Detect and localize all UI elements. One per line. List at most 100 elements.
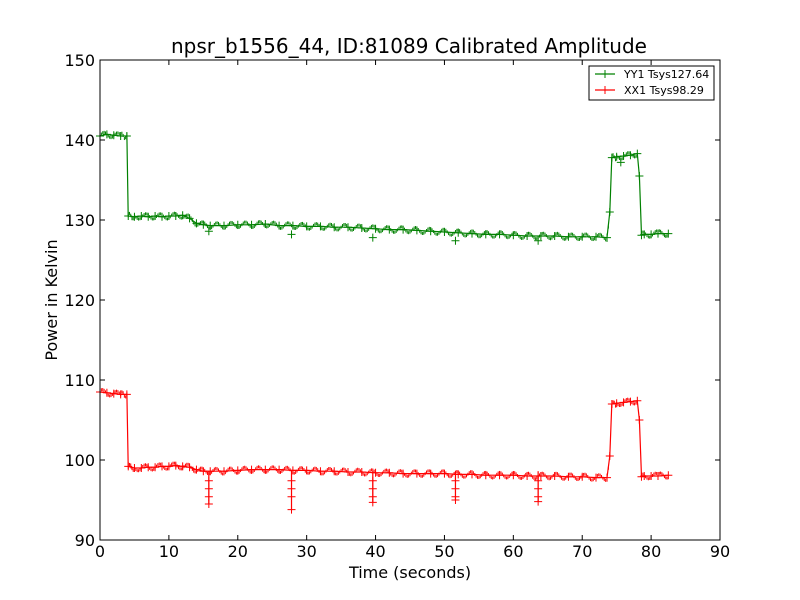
data-point-marker (102, 388, 111, 397)
data-point-marker (640, 472, 649, 480)
data-point-marker (426, 227, 435, 236)
data-point-marker (247, 465, 256, 474)
data-point-marker (626, 397, 635, 406)
green-spikes (204, 158, 625, 245)
y-tick-label: 130 (64, 211, 95, 230)
plot-area: 0 10 20 30 40 50 60 70 80 90 90 100 110 120 130 140 150 (64, 51, 730, 561)
data-point-marker (344, 223, 352, 232)
data-point-marker (607, 153, 616, 162)
data-point-marker (330, 223, 339, 232)
series-0 (96, 130, 673, 242)
spike-marker (287, 505, 296, 514)
data-point-marker (109, 389, 118, 398)
legend-marker (601, 70, 609, 78)
data-point-marker (550, 232, 559, 240)
legend-marker (601, 86, 609, 94)
data-point-marker (151, 212, 160, 220)
spike-marker (534, 484, 543, 493)
data-point-marker (481, 471, 490, 480)
data-point-marker (564, 232, 573, 241)
legend-box (588, 65, 715, 101)
spike-marker (287, 230, 296, 239)
data-point-marker (206, 467, 215, 476)
data-point-marker (137, 212, 146, 220)
data-point-marker (220, 467, 228, 476)
spike-marker (616, 158, 625, 167)
spike-marker (368, 476, 377, 485)
data-point-marker (635, 172, 644, 180)
data-point-marker (164, 462, 173, 471)
data-point-marker (178, 462, 187, 471)
data-point-marker (316, 467, 325, 476)
data-point-marker (247, 220, 256, 229)
data-point-marker (619, 398, 628, 407)
data-point-marker (509, 231, 518, 240)
legend: YY1 Tsys127.64 XX1 Tsys98.29 (588, 65, 715, 101)
chart-title: npsr_b1556_44, ID:81089 Calibrated Ampli… (171, 34, 647, 58)
y-tick-label: 150 (64, 51, 95, 70)
x-tick-label: 10 (159, 542, 179, 561)
data-point-marker (261, 220, 270, 228)
data-point-marker (344, 468, 352, 476)
data-point-marker (440, 228, 449, 236)
x-tick-label: 70 (572, 542, 592, 561)
data-point-marker (481, 230, 490, 239)
spike-marker (204, 492, 213, 501)
data-point-marker (164, 212, 173, 220)
y-tick-label: 140 (64, 131, 95, 150)
legend-label: YY1 Tsys127.64 (623, 68, 709, 81)
spike-marker (287, 484, 296, 493)
spike-marker (287, 476, 296, 485)
spike-marker (368, 233, 377, 242)
data-point-marker (261, 465, 270, 474)
y-tick-label: 120 (64, 291, 95, 310)
spike-marker (534, 497, 543, 506)
data-point-marker (633, 149, 642, 158)
data-point-marker (635, 416, 644, 424)
x-tick-label: 80 (641, 542, 661, 561)
data-point-marker (468, 229, 476, 238)
spike-marker (368, 484, 377, 493)
ticks-layer: 0 10 20 30 40 50 60 70 80 90 90 100 110 120 130 140 150 (64, 51, 730, 561)
data-point-marker (109, 131, 118, 140)
data-point-marker (564, 472, 573, 481)
x-tick-label: 60 (503, 542, 523, 561)
data-point-marker (647, 472, 656, 480)
y-tick-label: 100 (64, 451, 95, 470)
data-point-marker (385, 225, 394, 234)
data-point-marker (275, 465, 284, 474)
data-point-marker (137, 464, 146, 472)
data-point-marker (626, 151, 635, 160)
data-point-marker (412, 469, 421, 478)
data-point-marker (288, 466, 297, 475)
data-point-marker (664, 471, 673, 480)
spike-marker (451, 496, 460, 504)
data-point-marker (412, 226, 421, 235)
y-axis-label: Power in Kelvin (42, 239, 61, 360)
data-point-marker (523, 472, 532, 480)
data-point-marker (578, 472, 587, 481)
data-point-marker (536, 232, 545, 240)
x-tick-label: 30 (296, 542, 316, 561)
data-point-marker (275, 221, 284, 230)
series-layer (96, 130, 673, 514)
data-point-marker (454, 228, 463, 237)
spike-marker (534, 236, 543, 245)
data-point-marker (199, 467, 208, 476)
data-point-marker (124, 212, 133, 220)
data-point-marker (385, 468, 394, 477)
spike-marker (534, 476, 543, 485)
data-point-marker (607, 400, 616, 408)
data-point-marker (220, 221, 228, 230)
data-point-marker (605, 208, 614, 216)
data-point-marker (612, 152, 621, 161)
red-spikes (204, 471, 543, 514)
y-tick-label: 90 (75, 531, 95, 550)
spike-marker (204, 476, 213, 485)
data-point-marker (199, 220, 208, 229)
spike-marker (368, 498, 377, 507)
x-tick-label: 90 (710, 542, 730, 561)
data-point-marker (171, 212, 180, 220)
data-point-marker (426, 469, 435, 478)
data-point-marker (603, 233, 612, 242)
